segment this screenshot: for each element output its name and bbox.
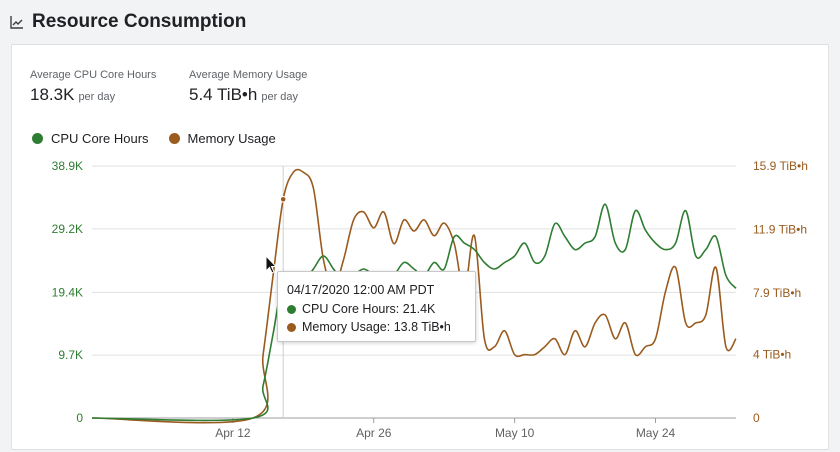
- stat-cpu-value: 18.3K: [30, 85, 75, 104]
- tooltip-cpu: CPU Core Hours: 21.4K: [302, 302, 436, 316]
- legend-item-memory[interactable]: Memory Usage: [168, 131, 276, 146]
- tooltip-row-cpu: CPU Core Hours: 21.4K: [287, 302, 435, 316]
- stat-memory-label: Average Memory Usage: [189, 69, 308, 81]
- y-right-tick-label: 0: [753, 411, 760, 425]
- legend-item-cpu[interactable]: CPU Core Hours: [32, 131, 149, 146]
- y-left-tick-label: 9.7K: [58, 348, 83, 362]
- stat-memory-unit: per day: [261, 91, 299, 103]
- y-right-tick-label: 7.9 TiB•h: [753, 286, 801, 300]
- x-tick-label: May 24: [636, 426, 676, 440]
- hover-point-memory: [279, 195, 287, 203]
- tooltip-date: 04/17/2020 12:00 AM PDT: [287, 283, 435, 297]
- tooltip-memory: Memory Usage: 13.8 TiB•h: [302, 320, 451, 334]
- series-line-cpu: [91, 203, 737, 422]
- x-tick-label: Apr 26: [356, 426, 392, 440]
- chart-tooltip: 04/17/2020 12:00 AM PDT CPU Core Hours: …: [277, 271, 476, 342]
- panel-header: Resource Consumption: [0, 0, 840, 44]
- legend-dot-cpu: [32, 133, 43, 144]
- y-left-tick-label: 38.9K: [52, 159, 83, 173]
- series-line-memory: [91, 168, 737, 424]
- legend-label-cpu: CPU Core Hours: [51, 131, 149, 146]
- stat-memory-value-row: 5.4 TiB•h per day: [189, 85, 307, 105]
- stat-cpu: Average CPU Core Hours 18.3K per day: [30, 69, 156, 105]
- panel-title: Resource Consumption: [32, 11, 247, 32]
- x-tick-label: Apr 12: [215, 426, 251, 440]
- y-right-tick-label: 15.9 TiB•h: [753, 159, 808, 173]
- x-tick-label: May 10: [495, 426, 535, 440]
- y-right-tick-label: 4 TiB•h: [753, 348, 791, 362]
- mouse-cursor-icon: [265, 255, 277, 274]
- line-chart-icon: [8, 13, 26, 31]
- stat-cpu-label: Average CPU Core Hours: [30, 69, 157, 81]
- y-left-tick-label: 0: [76, 411, 83, 425]
- tooltip-dot-cpu: [287, 304, 296, 314]
- legend-dot-memory: [168, 133, 180, 144]
- legend-label-memory: Memory Usage: [187, 131, 276, 146]
- chart-legend: CPU Core Hours Memory Usage: [32, 131, 296, 146]
- stat-memory-value: 5.4 TiB•h: [189, 85, 258, 104]
- stat-cpu-unit: per day: [78, 91, 116, 103]
- y-right-tick-label: 11.9 TiB•h: [753, 222, 807, 236]
- tooltip-row-memory: Memory Usage: 13.8 TiB•h: [287, 320, 451, 334]
- stat-cpu-value-row: 18.3K per day: [30, 85, 156, 105]
- y-left-tick-label: 29.2K: [52, 222, 83, 236]
- stat-memory: Average Memory Usage 5.4 TiB•h per day: [189, 69, 307, 105]
- y-left-tick-label: 19.4K: [52, 285, 83, 299]
- tooltip-dot-memory: [287, 322, 296, 332]
